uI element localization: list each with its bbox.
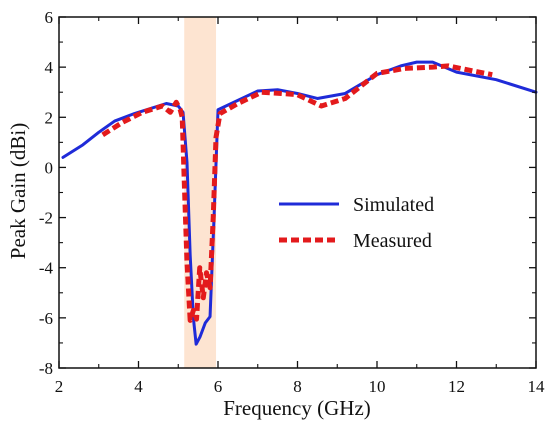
x-axis-title: Frequency (GHz) bbox=[223, 396, 371, 420]
y-tick-label--8: -8 bbox=[39, 359, 53, 378]
x-tick-label-6: 6 bbox=[214, 377, 223, 396]
x-tick-label-10: 10 bbox=[369, 377, 386, 396]
y-tick-label-6: 6 bbox=[45, 8, 54, 27]
legend-label-measured: Measured bbox=[353, 230, 432, 252]
series-line-measured bbox=[101, 63, 493, 323]
x-tick-label-14: 14 bbox=[528, 377, 546, 396]
y-tick-label--6: -6 bbox=[39, 309, 53, 328]
y-tick-label-4: 4 bbox=[45, 58, 54, 77]
axis-layer: 2 4 6 8 10 12 14 -8 -6 -4 -2 0 2 4 6 bbox=[39, 8, 545, 396]
y-axis-title: Peak Gain (dBi) bbox=[6, 123, 30, 259]
y-tick-label--2: -2 bbox=[39, 209, 53, 228]
x-tick-label-2: 2 bbox=[55, 377, 64, 396]
legend-label-simulated: Simulated bbox=[353, 194, 434, 216]
series-layer bbox=[61, 60, 538, 346]
x-tick-label-12: 12 bbox=[448, 377, 465, 396]
y-tick-label-2: 2 bbox=[45, 108, 54, 127]
y-tick-label-0: 0 bbox=[45, 158, 54, 177]
x-tick-label-4: 4 bbox=[134, 377, 143, 396]
legend-layer: Simulated Measured bbox=[279, 194, 434, 252]
x-tick-label-8: 8 bbox=[293, 377, 302, 396]
y-tick-label--4: -4 bbox=[39, 259, 54, 278]
